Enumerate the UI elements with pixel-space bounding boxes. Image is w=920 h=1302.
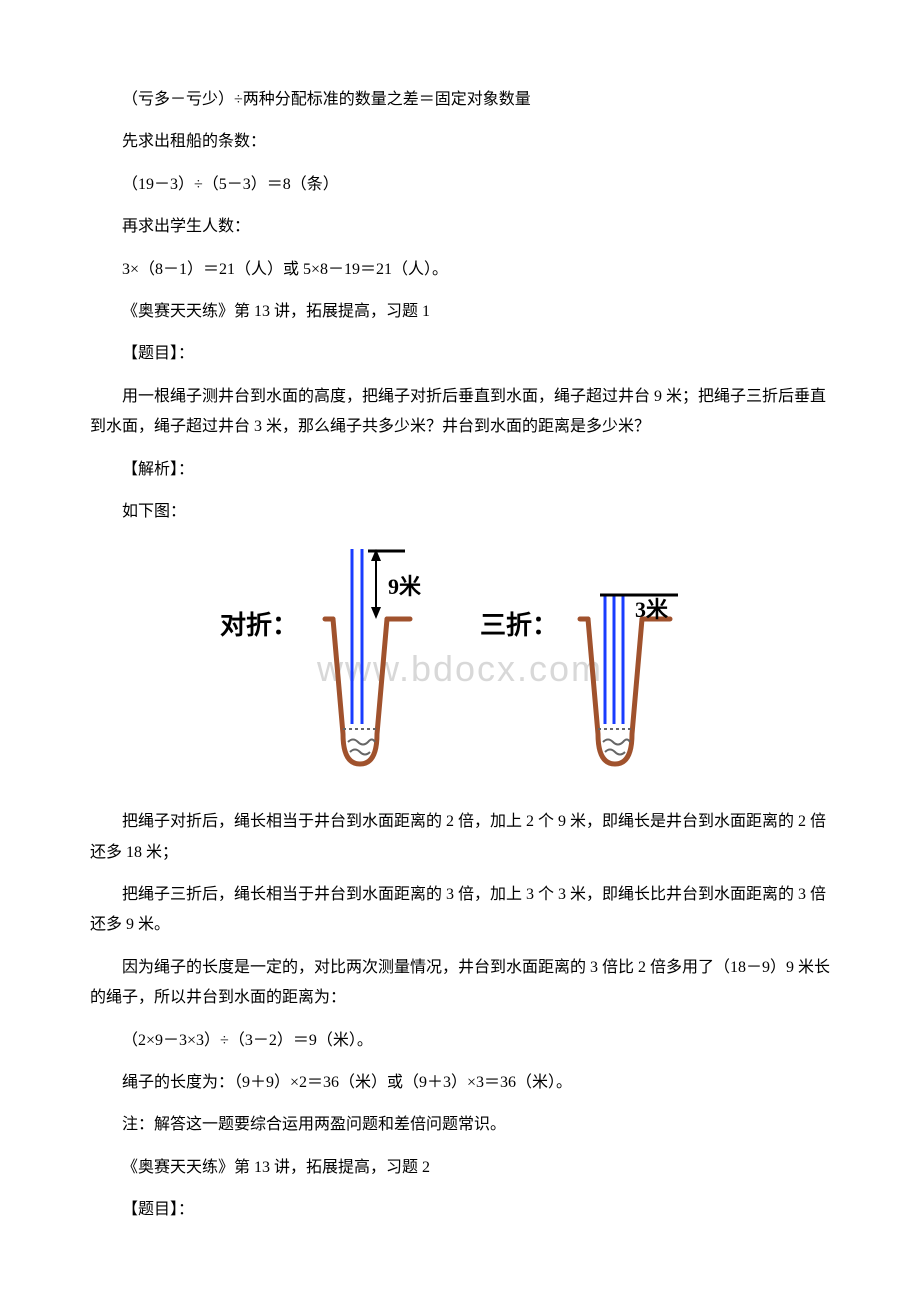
paragraph: （2×9－3×3）÷（3－2）＝9（米）。 <box>90 1026 830 1056</box>
value-left: 9米 <box>388 574 422 599</box>
paragraph: 注：解答这一题要综合运用两盈问题和差倍问题常识。 <box>90 1110 830 1140</box>
paragraph: 把绳子对折后，绳长相当于井台到水面距离的 2 倍，加上 2 个 9 米，即绳长是… <box>90 807 830 868</box>
paragraph: 《奥赛天天练》第 13 讲，拓展提高，习题 2 <box>90 1153 830 1183</box>
ripple-left-2 <box>350 750 370 755</box>
paragraph: 《奥赛天天练》第 13 讲，拓展提高，习题 1 <box>90 297 830 327</box>
label-left: 对折： <box>220 611 298 640</box>
paragraph: 绳子的长度为：（9＋9）×2＝36（米）或（9＋3）×3＝36（米）。 <box>90 1068 830 1098</box>
paragraph: （亏多－亏少）÷两种分配标准的数量之差＝固定对象数量 <box>90 85 830 115</box>
label-right: 三折： <box>480 611 558 640</box>
rope-well-diagram: www.bdocx.com 对折： 9米 三折： <box>90 539 830 789</box>
paragraph: 再求出学生人数： <box>90 212 830 242</box>
paragraph: 因为绳子的长度是一定的，对比两次测量情况，井台到水面距离的 3 倍比 2 倍多用… <box>90 953 830 1014</box>
paragraph: 用一根绳子测井台到水面的高度，把绳子对折后垂直到水面，绳子超过井台 9 米；把绳… <box>90 382 830 443</box>
ripple-right <box>603 740 630 745</box>
heading-analysis: 【解析】： <box>90 455 830 485</box>
heading-problem: 【题目】： <box>90 1195 830 1225</box>
value-right: 3米 <box>635 597 669 622</box>
paragraph: 把绳子三折后，绳长相当于井台到水面距离的 3 倍，加上 3 个 3 米，即绳长比… <box>90 880 830 941</box>
paragraph: 先求出租船的条数： <box>90 127 830 157</box>
paragraph: （19－3）÷（5－3）＝8（条） <box>90 170 830 200</box>
ripple-left <box>348 740 375 745</box>
diagram-svg: 对折： 9米 三折： 3米 <box>180 539 740 789</box>
ripple-right-2 <box>605 750 625 755</box>
heading-problem: 【题目】： <box>90 339 830 369</box>
paragraph: 3×（8－1）＝21（人）或 5×8－19＝21（人）。 <box>90 255 830 285</box>
paragraph: 如下图： <box>90 497 830 527</box>
well-left <box>333 619 387 764</box>
arrow-left-head-down <box>371 607 381 619</box>
